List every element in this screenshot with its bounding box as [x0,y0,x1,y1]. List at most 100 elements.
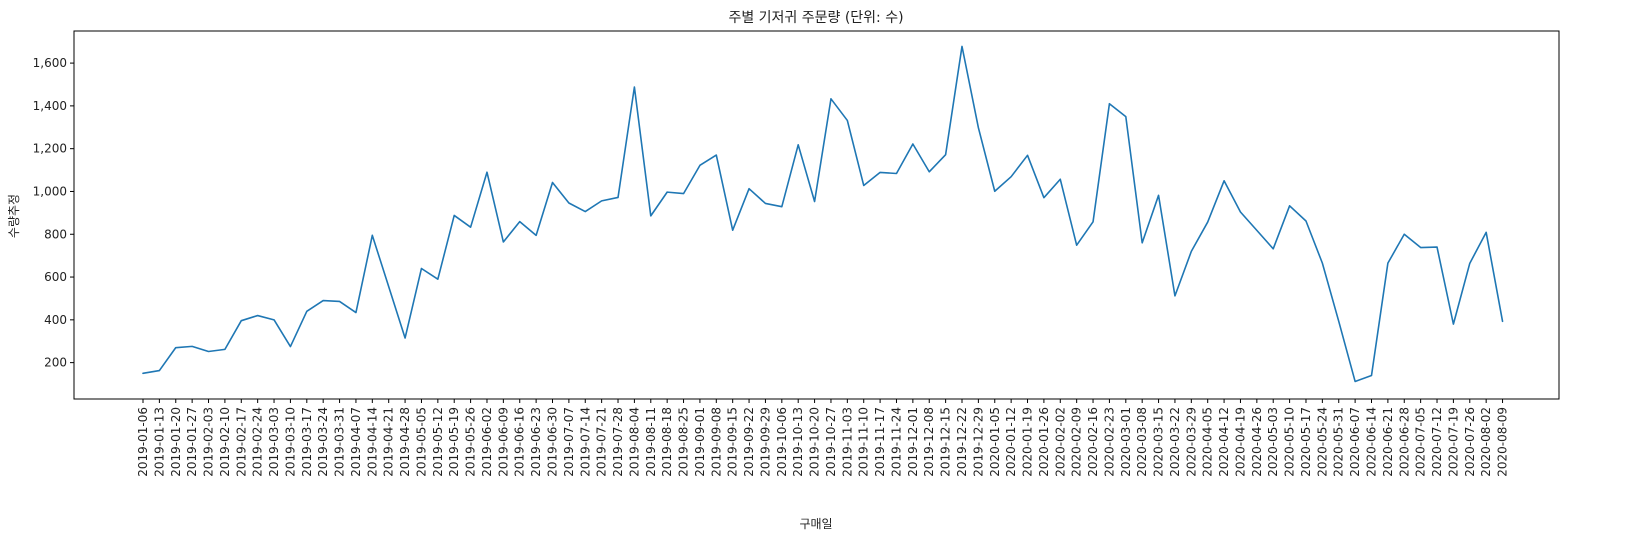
x-tick-label: 2019-11-03 [840,407,854,477]
data-point [338,300,340,302]
x-tick-label: 2019-07-07 [562,407,576,477]
x-axis-label: 구매일 [799,517,832,531]
x-tick-label: 2020-02-02 [1053,407,1067,477]
x-tick-label: 2019-09-01 [693,407,707,477]
data-point [1092,221,1094,223]
data-point [813,200,815,202]
x-tick-label: 2019-03-17 [300,407,314,477]
data-point [1223,180,1225,182]
data-point [781,205,783,207]
x-tick-label: 2019-06-16 [513,407,527,477]
data-point [551,181,553,183]
x-tick-label: 2019-06-23 [529,407,543,477]
data-point [289,345,291,347]
x-tick-label: 2019-11-17 [873,407,887,477]
data-point [584,210,586,212]
x-tick-label: 2019-01-20 [169,407,183,477]
x-tick-label: 2020-07-19 [1446,407,1460,477]
y-axis-label: 수량추정 [7,194,21,238]
data-point [715,154,717,156]
data-point [453,214,455,216]
x-tick-label: 2020-05-31 [1332,407,1346,477]
x-tick-label: 2019-03-03 [267,407,281,477]
data-point [191,345,193,347]
data-point [322,299,324,301]
x-tick-label: 2019-08-25 [677,407,691,477]
y-tick-label: 600 [44,270,67,284]
data-point [469,226,471,228]
x-tick-label: 2019-02-10 [218,407,232,477]
data-point [355,311,357,313]
x-tick-label: 2019-02-17 [234,407,248,477]
x-tick-label: 2019-05-26 [464,407,478,477]
x-tick-label: 2019-08-04 [627,407,641,477]
x-tick-label: 2019-06-09 [496,407,510,477]
data-point [1272,248,1274,250]
data-point [568,202,570,204]
data-point [977,127,979,129]
y-tick-label: 1,600 [33,56,67,70]
x-tick-label: 2019-11-10 [857,407,871,477]
x-tick-label: 2019-04-07 [349,407,363,477]
data-point [437,278,439,280]
data-point [1108,103,1110,105]
x-tick-label: 2019-06-02 [480,407,494,477]
x-tick-label: 2020-01-26 [1037,407,1051,477]
data-point [1239,211,1241,213]
x-tick-label: 2019-11-24 [889,407,903,477]
x-tick-label: 2019-12-15 [939,407,953,477]
data-point [371,234,373,236]
data-point [961,45,963,47]
data-point [404,337,406,339]
data-point [1256,229,1258,231]
data-point [1403,233,1405,235]
x-tick-label: 2020-03-01 [1119,407,1133,477]
x-tick-label: 2020-04-26 [1250,407,1264,477]
data-point [502,241,504,243]
data-point [535,234,537,236]
y-tick-label: 200 [44,356,67,370]
x-tick-label: 2019-05-19 [447,407,461,477]
data-point [1043,196,1045,198]
x-tick-label: 2019-06-30 [546,407,560,477]
x-tick-label: 2020-08-09 [1496,407,1510,477]
data-point [1485,231,1487,233]
x-tick-label: 2019-07-14 [578,407,592,477]
x-tick-label: 2020-06-21 [1381,407,1395,477]
x-tick-label: 2019-09-22 [742,407,756,477]
x-tick-label: 2019-07-28 [611,407,625,477]
x-tick-label: 2019-08-11 [644,407,658,477]
data-point [1501,320,1503,322]
data-point [879,171,881,173]
data-point [912,143,914,145]
x-tick-label: 2020-05-03 [1266,407,1280,477]
x-tick-label: 2019-12-29 [971,407,985,477]
x-tick-label: 2019-01-13 [152,407,166,477]
data-point [1059,178,1061,180]
x-tick-label: 2019-05-12 [431,407,445,477]
data-point [1207,221,1209,223]
series-line [142,45,1504,383]
x-tick-label: 2019-03-31 [333,407,347,477]
x-tick-label: 2019-01-27 [185,407,199,477]
x-tick-label: 2020-03-08 [1135,407,1149,477]
data-point [1174,295,1176,297]
x-tick-label: 2019-10-27 [824,407,838,477]
x-tick-label: 2020-05-24 [1315,407,1329,477]
data-point [1305,220,1307,222]
data-point [846,119,848,121]
data-point [420,267,422,269]
y-tick-label: 1,200 [33,142,67,156]
x-tick-label: 2020-03-15 [1152,407,1166,477]
data-point [830,98,832,100]
data-point [240,319,242,321]
chart-title: 주별 기저귀 주문량 (단위: 수) [728,10,903,26]
data-point [682,192,684,194]
data-point [1354,380,1356,382]
x-tick-label: 2020-03-29 [1184,407,1198,477]
data-point [142,372,144,374]
x-tick-label: 2020-02-09 [1070,407,1084,477]
x-tick-label: 2020-04-05 [1201,407,1215,477]
data-point [519,220,521,222]
